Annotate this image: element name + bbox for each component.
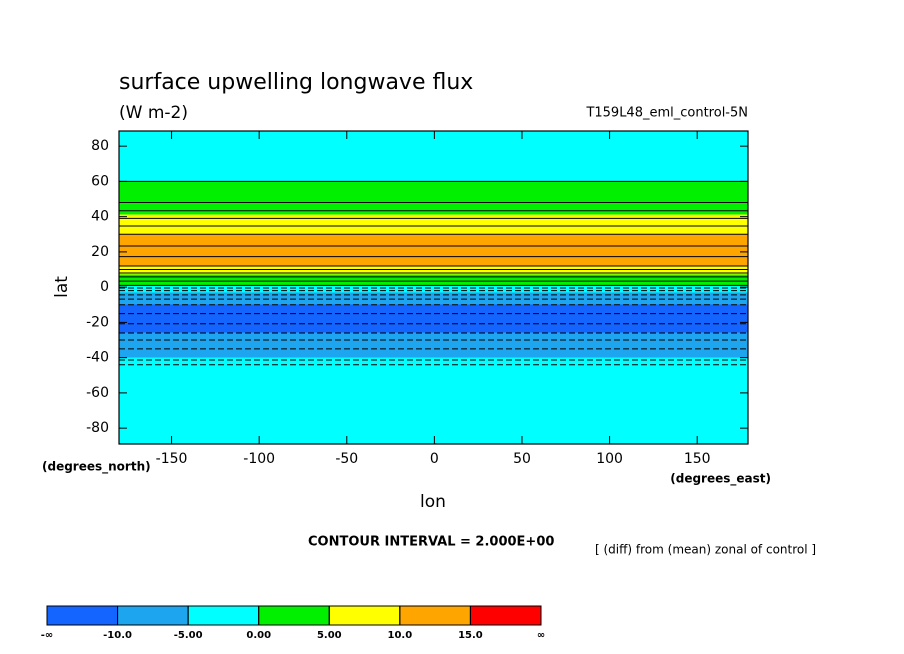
contour-band [119,265,748,276]
contour-band [119,330,748,334]
x-tick-label: 0 [430,451,439,467]
contour-band [119,274,748,286]
x-tick-label: -50 [335,451,358,467]
chart-title: surface upwelling longwave flux [119,70,473,95]
y-tick-label: 20 [91,244,109,260]
y-tick-label: -60 [86,385,109,401]
y-tick-label: 40 [91,209,109,225]
contour-band [119,374,748,445]
colorbar-end: ∞ [537,630,545,641]
contour-band [119,130,748,179]
colorbar-label: 0.00 [246,630,271,641]
colorbar-box [469,605,542,626]
contour-band [119,292,748,302]
x-tick-label: -100 [243,451,275,467]
colorbar-label: 5.00 [317,630,342,641]
x-axis-label: lon [420,492,446,512]
contour-lines [119,180,748,366]
contour-interval: CONTOUR INTERVAL = 2.000E+00 [308,535,554,550]
contour-band [119,300,748,306]
colorbar-label: -10.0 [103,630,132,641]
x-tick-label: -150 [156,451,188,467]
contour-band [119,251,748,267]
y-tick-label: -20 [86,314,109,330]
colorbar-label: 10.0 [388,630,413,641]
contour-band [119,285,748,291]
contour-band [119,307,748,320]
colorbar-box [187,605,260,626]
contour-band [119,181,748,203]
y-units: (degrees_north) [42,460,151,475]
x-tick-label: 150 [684,451,711,467]
colorbar-label: -5.00 [174,630,203,641]
colorbar-box [46,605,119,626]
note: [ (diff) from (mean) zonal of control ] [595,543,816,557]
colorbar-box [399,605,471,626]
contour-band [119,348,748,358]
contour-band [119,177,748,182]
x-tick-label: 100 [596,451,623,467]
y-tick-label: -80 [86,420,109,436]
y-tick-label: -40 [86,350,109,366]
y-tick-label: 80 [91,138,109,154]
y-axis-label: lat [52,276,72,298]
x-tick-label: 50 [513,451,531,467]
contour-band [119,202,748,216]
colorbar-box [328,605,401,626]
x-units: (degrees_east) [670,472,771,487]
colorbar-end: -∞ [41,630,53,641]
contour-band [119,357,748,365]
units: (W m-2) [119,103,188,123]
y-tick-label: 0 [100,279,109,295]
colorbar-label: 15.0 [458,630,483,641]
contour-band [119,332,748,341]
contour-band [119,364,748,376]
colorbar-box [117,605,189,626]
dataset: T159L48_eml_control-5N [585,106,748,121]
contour-band [119,233,748,253]
contour-band [119,304,748,309]
contour-fill [119,130,748,445]
contour-band [119,318,748,332]
colorbar-box [258,605,330,626]
contour-band [119,339,748,350]
contour-band [119,290,748,294]
contour-band [119,221,748,235]
y-tick-label: 60 [91,173,109,189]
